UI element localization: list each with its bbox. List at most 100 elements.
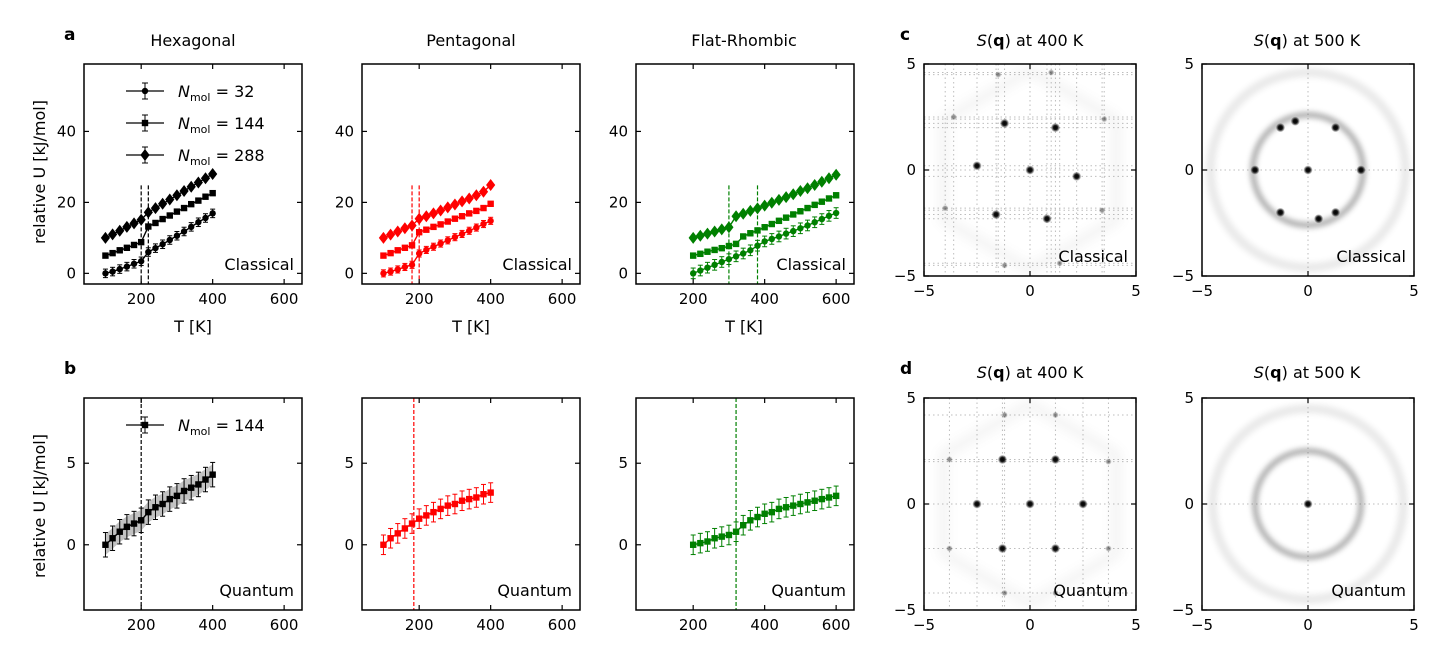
data-point	[797, 500, 804, 508]
data-point	[486, 179, 496, 191]
data-point	[401, 263, 409, 271]
panel-letter-a: a	[64, 25, 75, 45]
data-point	[209, 189, 216, 197]
data-point	[487, 217, 494, 225]
data-point	[811, 201, 818, 209]
sq-hex-halo	[940, 66, 1120, 274]
data-point	[832, 209, 840, 217]
data-point	[738, 207, 748, 220]
x-tick-label: 0	[1303, 282, 1313, 300]
data-point	[732, 240, 740, 248]
data-point	[740, 250, 747, 257]
data-point	[200, 172, 211, 185]
sq-peak	[1072, 171, 1082, 181]
data-point	[466, 210, 473, 217]
x-tick-label: 200	[127, 616, 156, 634]
data-point	[689, 252, 697, 259]
data-point	[790, 502, 797, 509]
data-point	[150, 202, 161, 215]
axes-frame	[635, 63, 855, 285]
data-point	[818, 495, 826, 503]
sq-peak	[1098, 207, 1106, 214]
sq-peak	[1001, 411, 1008, 419]
data-point	[782, 214, 790, 221]
data-point	[130, 241, 138, 249]
sq-peak	[997, 454, 1008, 465]
data-point	[711, 535, 718, 542]
x-tick-label: 5	[1131, 616, 1141, 634]
data-point	[768, 220, 776, 228]
panel-letter-c: c	[900, 25, 910, 45]
x-tick-label: −5	[1191, 616, 1213, 634]
data-point	[774, 193, 784, 206]
sq-peak	[946, 456, 953, 463]
plot-area-b-rhomb	[689, 398, 840, 610]
data-point	[704, 248, 711, 255]
data-point	[143, 206, 153, 219]
y-tick-label: 0	[618, 264, 628, 282]
data-point	[180, 204, 188, 212]
data-point	[380, 270, 387, 277]
series-0	[102, 461, 216, 558]
data-point	[152, 219, 159, 227]
y-tick-label: 40	[335, 122, 354, 140]
data-point	[718, 533, 725, 540]
data-point	[711, 261, 718, 269]
data-point	[451, 500, 459, 508]
sq-peak	[1105, 458, 1112, 465]
y-tick-label: 0	[906, 495, 916, 513]
y-tick-label: 5	[906, 389, 916, 407]
data-point	[180, 487, 188, 495]
data-point	[109, 249, 116, 257]
data-point	[393, 225, 403, 238]
data-point	[186, 180, 196, 193]
data-point	[768, 508, 776, 516]
x-tick-label: −5	[913, 282, 935, 300]
data-point	[724, 221, 734, 234]
series-0	[380, 482, 494, 556]
data-point	[408, 242, 416, 249]
data-point	[137, 258, 145, 265]
data-point	[825, 494, 833, 501]
sq-peak	[950, 113, 957, 121]
data-point	[423, 246, 430, 254]
data-point	[795, 185, 805, 198]
x-tick-label: 600	[270, 616, 299, 634]
plot-area-c-500	[1202, 64, 1414, 276]
x-tick-label: 200	[405, 616, 434, 634]
axes-frame	[361, 397, 581, 611]
y-tick-label: 20	[335, 193, 354, 211]
series-0	[380, 216, 494, 278]
data-point	[385, 228, 396, 241]
sq-peak	[1275, 207, 1286, 217]
data-point	[732, 253, 740, 260]
x-tick-label: 400	[476, 616, 505, 634]
axes-frame	[83, 397, 303, 611]
data-point	[747, 230, 754, 237]
xlabel-hexagonal: T [K]	[173, 317, 212, 336]
data-point	[195, 481, 202, 488]
data-point	[123, 523, 131, 531]
sq-peak	[1025, 499, 1035, 509]
x-tick-label: 0	[1025, 616, 1035, 634]
x-tick-label: 400	[476, 290, 505, 308]
data-point	[173, 208, 181, 215]
panel-letter-b: b	[64, 359, 76, 379]
y-tick-label: −5	[894, 267, 916, 285]
title-sq-400-c: S(q) at 400 K	[977, 31, 1084, 50]
data-point	[775, 233, 783, 240]
y-tick-label: −5	[1172, 267, 1194, 285]
legend-marker	[140, 149, 150, 161]
data-point	[689, 270, 697, 277]
data-point	[473, 207, 480, 215]
data-point	[782, 504, 790, 511]
data-point	[466, 227, 473, 234]
xlabel-pentagonal: T [K]	[451, 317, 490, 336]
x-tick-label: −5	[913, 616, 935, 634]
data-point	[444, 237, 451, 244]
sq-peak	[1042, 214, 1052, 224]
series-line	[105, 173, 214, 239]
x-tick-label: 200	[405, 290, 434, 308]
data-point	[136, 213, 146, 226]
